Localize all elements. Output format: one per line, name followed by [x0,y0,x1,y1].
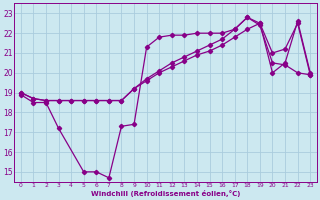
X-axis label: Windchill (Refroidissement éolien,°C): Windchill (Refroidissement éolien,°C) [91,190,240,197]
